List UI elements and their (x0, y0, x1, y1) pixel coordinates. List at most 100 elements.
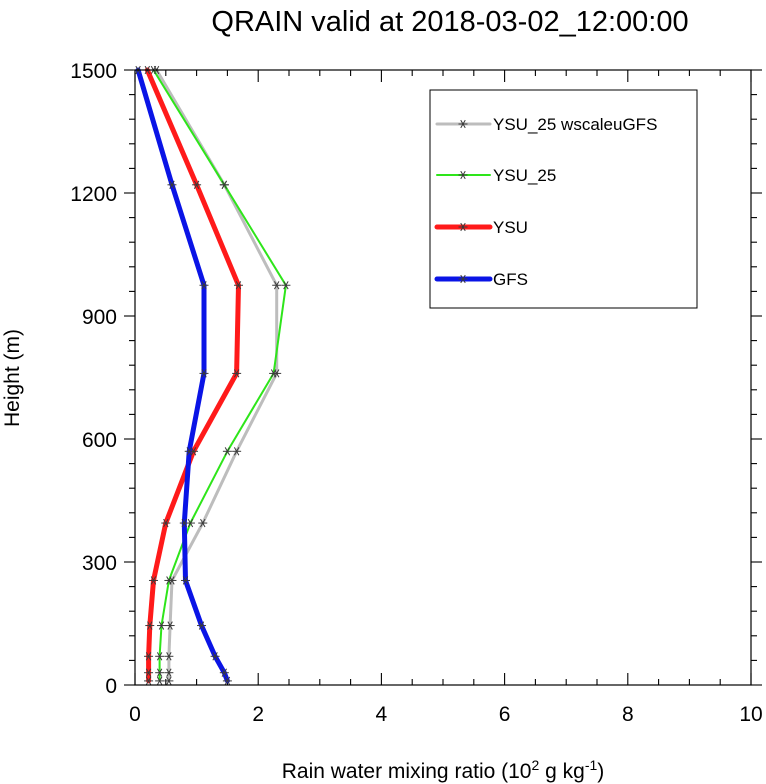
x-axis-label-sup2: -1 (585, 757, 598, 773)
series-point (219, 668, 229, 677)
series-point (156, 621, 166, 630)
marker-stroke (460, 222, 466, 232)
x-tick-label: 8 (622, 703, 634, 726)
series-point (179, 518, 189, 528)
legend-label: YSU_25 (493, 166, 556, 185)
marker-stroke (163, 518, 169, 528)
series-point (232, 369, 242, 378)
legend-entry: GFS (434, 270, 528, 289)
marker-stroke (201, 369, 207, 378)
marker-stroke (460, 119, 466, 129)
marker-stroke (156, 668, 163, 677)
series-point (161, 518, 171, 528)
series-point (281, 281, 291, 290)
legend: YSU_25 wscaleuGFS YSU_25 YSU GFS (429, 89, 698, 309)
series-point (144, 676, 154, 686)
series-point (181, 576, 191, 585)
marker-stroke (224, 676, 231, 686)
marker-stroke (158, 621, 165, 630)
series-point (148, 576, 158, 585)
marker-stroke (270, 369, 277, 378)
x-tick-label: 4 (376, 703, 388, 726)
series-point (165, 621, 175, 630)
marker-stroke (166, 576, 172, 585)
marker-stroke (150, 576, 157, 585)
legend-entry: YSU_25 wscaleuGFS (435, 115, 657, 134)
marker-stroke (169, 180, 175, 189)
legend-label: GFS (493, 270, 528, 289)
series-point (167, 180, 177, 189)
series-point (184, 447, 194, 456)
legend-marker (458, 274, 468, 284)
marker-stroke (212, 652, 218, 661)
series-point (222, 676, 232, 686)
legend-entry: YSU_25 (436, 166, 556, 185)
series-point (198, 518, 208, 528)
legend-label: YSU_25 wscaleuGFS (493, 115, 657, 134)
marker-stroke (181, 518, 187, 528)
y-tick-label: 600 (82, 429, 117, 452)
marker-stroke (166, 676, 172, 686)
legend-marker (458, 222, 468, 232)
marker-stroke (198, 621, 205, 630)
y-tick-label: 300 (82, 552, 117, 575)
series-line-2 (144, 67, 241, 684)
marker-stroke (224, 447, 231, 456)
series-point (144, 668, 154, 677)
series-point (192, 180, 202, 189)
marker-stroke (273, 281, 280, 290)
series-line-0 (155, 68, 279, 683)
series-point (164, 652, 174, 661)
marker-stroke (221, 180, 228, 189)
marker-stroke (235, 281, 242, 290)
series-point (155, 676, 165, 686)
series-point (199, 369, 209, 378)
series-point (272, 281, 282, 290)
x-axis-label-prefix: Rain water mixing ratio (10 (282, 760, 532, 783)
series-point (164, 676, 174, 686)
marker-stroke (186, 447, 192, 456)
series-point (219, 180, 229, 189)
series-point (164, 576, 174, 585)
y-axis-label: Height (m) (1, 329, 24, 427)
series-point (233, 281, 243, 290)
marker-stroke (145, 676, 152, 686)
marker-stroke (460, 274, 466, 284)
legend-items: YSU_25 wscaleuGFS YSU_25 YSU GFS (434, 115, 657, 289)
y-tick-label: 900 (82, 306, 117, 329)
marker-stroke (283, 281, 289, 290)
marker-stroke (193, 180, 200, 189)
series-point (269, 369, 279, 378)
legend-marker (458, 119, 468, 129)
series-point (164, 668, 174, 677)
y-tick-label: 1500 (70, 60, 117, 83)
y-tick-label: 0 (105, 675, 117, 698)
marker-stroke (182, 576, 189, 585)
marker-stroke (166, 668, 172, 677)
marker-stroke (156, 652, 163, 661)
marker-stroke (145, 652, 152, 661)
marker-stroke (200, 518, 206, 528)
series-line-1 (152, 69, 287, 682)
marker-stroke (166, 652, 172, 661)
x-tick-label: 6 (499, 703, 511, 726)
marker-stroke (233, 447, 240, 456)
series-point (155, 652, 165, 661)
legend-entry: YSU (434, 218, 528, 237)
series-point (210, 652, 220, 661)
marker-stroke (147, 621, 153, 630)
series-point (144, 652, 154, 661)
marker-stroke (221, 668, 228, 677)
chart-title: QRAIN valid at 2018-03-02_12:00:00 (211, 6, 688, 38)
marker-stroke (201, 281, 207, 290)
x-tick-label: 0 (129, 703, 141, 726)
series-point (199, 281, 209, 290)
x-axis-label: Rain water mixing ratio (102 g kg-1) (282, 757, 605, 783)
marker-stroke (233, 369, 240, 378)
legend-box (429, 89, 698, 309)
ticks-layer: 0 2 4 6 8 10 0 300 600 900 1200 1500 (70, 60, 762, 726)
series-point (197, 621, 207, 630)
series-point (155, 668, 165, 677)
